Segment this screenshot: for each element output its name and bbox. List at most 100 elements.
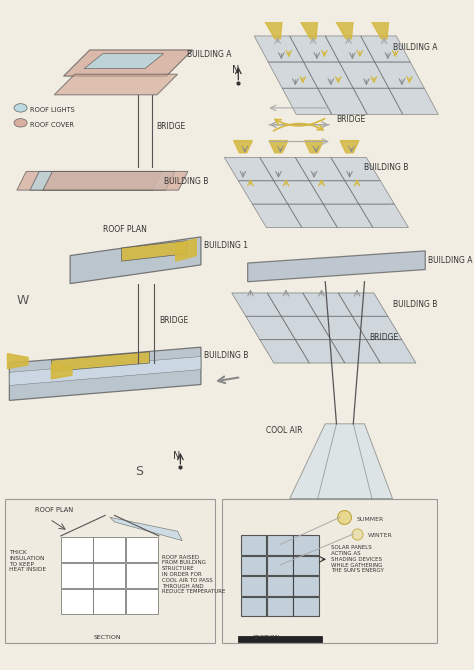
Polygon shape [234, 141, 252, 153]
Polygon shape [121, 241, 187, 261]
Polygon shape [288, 204, 337, 228]
Text: ROOF LIGHTS: ROOF LIGHTS [30, 107, 75, 113]
Text: N: N [232, 65, 239, 75]
Text: BUILDING A: BUILDING A [428, 256, 473, 265]
Bar [241, 597, 266, 616]
Polygon shape [290, 424, 392, 498]
Ellipse shape [14, 104, 27, 112]
Polygon shape [338, 293, 388, 316]
Polygon shape [17, 172, 162, 190]
Bar [5, 498, 215, 643]
Polygon shape [9, 347, 201, 401]
Text: BRIDGE: BRIDGE [369, 333, 399, 342]
Polygon shape [51, 364, 72, 379]
Polygon shape [232, 293, 281, 316]
Text: BRIDGE: BRIDGE [156, 123, 185, 131]
Text: BUILDING B: BUILDING B [204, 351, 248, 360]
Polygon shape [318, 88, 367, 115]
Polygon shape [310, 181, 359, 204]
Polygon shape [248, 251, 425, 281]
Text: WINTER: WINTER [368, 533, 393, 538]
Polygon shape [345, 181, 394, 204]
Polygon shape [70, 237, 201, 283]
Polygon shape [268, 62, 318, 88]
Ellipse shape [14, 119, 27, 127]
Bar [61, 563, 92, 588]
Bar [238, 636, 322, 643]
Text: BUILDING B: BUILDING B [365, 163, 409, 172]
Polygon shape [295, 340, 345, 363]
Bar [61, 537, 92, 562]
Polygon shape [352, 316, 402, 340]
Polygon shape [252, 204, 302, 228]
Polygon shape [274, 181, 323, 204]
Polygon shape [303, 293, 352, 316]
Bar [293, 555, 319, 575]
Polygon shape [51, 352, 149, 371]
Polygon shape [305, 141, 323, 153]
Polygon shape [269, 141, 288, 153]
Polygon shape [331, 157, 381, 181]
Bar [241, 576, 266, 596]
Bar [293, 597, 319, 616]
Polygon shape [340, 141, 359, 153]
Polygon shape [290, 36, 339, 62]
Polygon shape [295, 157, 345, 181]
Text: SUMMER: SUMMER [357, 517, 384, 522]
Polygon shape [238, 181, 288, 204]
Bar [222, 498, 438, 643]
Text: S: S [136, 465, 144, 478]
Polygon shape [84, 54, 164, 68]
Polygon shape [254, 36, 304, 62]
Text: SOLAR PANELS
ACTING AS
SHADING DEVICES
WHILE GATHERING
THE SUN'S ENERGY: SOLAR PANELS ACTING AS SHADING DEVICES W… [331, 545, 383, 574]
Polygon shape [264, 19, 282, 39]
Polygon shape [359, 204, 409, 228]
Text: ROOF RAISED
FROM BUILDING
STRUCTURE
IN ORDER FOR
COOL AIR TO PASS
THROUGH AND
RE: ROOF RAISED FROM BUILDING STRUCTURE IN O… [162, 555, 225, 594]
Text: THICK
INSULATION
TO KEEP
HEAT INSIDE: THICK INSULATION TO KEEP HEAT INSIDE [9, 550, 46, 572]
Text: BUILDING A: BUILDING A [392, 43, 437, 52]
Bar [267, 576, 292, 596]
Bar [126, 589, 158, 614]
Polygon shape [331, 340, 381, 363]
Text: SECTION: SECTION [93, 634, 121, 640]
Polygon shape [267, 293, 317, 316]
Polygon shape [54, 74, 178, 95]
Bar [293, 535, 319, 555]
Text: BUILDING 1: BUILDING 1 [204, 241, 248, 250]
Bar [267, 535, 292, 555]
Polygon shape [110, 517, 182, 541]
Bar [267, 597, 292, 616]
Bar [61, 589, 92, 614]
Polygon shape [260, 340, 310, 363]
Polygon shape [224, 157, 274, 181]
Polygon shape [353, 88, 403, 115]
Polygon shape [9, 356, 201, 385]
Polygon shape [8, 354, 28, 368]
Text: W: W [17, 294, 29, 307]
Bar [241, 555, 266, 575]
Polygon shape [43, 172, 188, 190]
Polygon shape [176, 239, 196, 261]
Text: SECTION: SECTION [252, 634, 280, 640]
Text: ROOF COVER: ROOF COVER [30, 121, 74, 127]
Text: BUILDING A: BUILDING A [187, 50, 231, 60]
Bar [293, 576, 319, 596]
Polygon shape [317, 316, 366, 340]
Polygon shape [366, 340, 416, 363]
Polygon shape [325, 36, 375, 62]
Bar [93, 589, 125, 614]
Polygon shape [246, 316, 295, 340]
Polygon shape [282, 88, 332, 115]
Text: N: N [173, 452, 180, 462]
Text: ROOF PLAN: ROOF PLAN [35, 507, 73, 513]
Polygon shape [260, 157, 310, 181]
Polygon shape [299, 19, 318, 39]
Bar [93, 563, 125, 588]
Bar [93, 537, 125, 562]
Polygon shape [30, 172, 175, 190]
Bar [267, 555, 292, 575]
Polygon shape [370, 19, 389, 39]
Text: BUILDING B: BUILDING B [164, 177, 208, 186]
Bar [241, 535, 266, 555]
Polygon shape [323, 204, 373, 228]
